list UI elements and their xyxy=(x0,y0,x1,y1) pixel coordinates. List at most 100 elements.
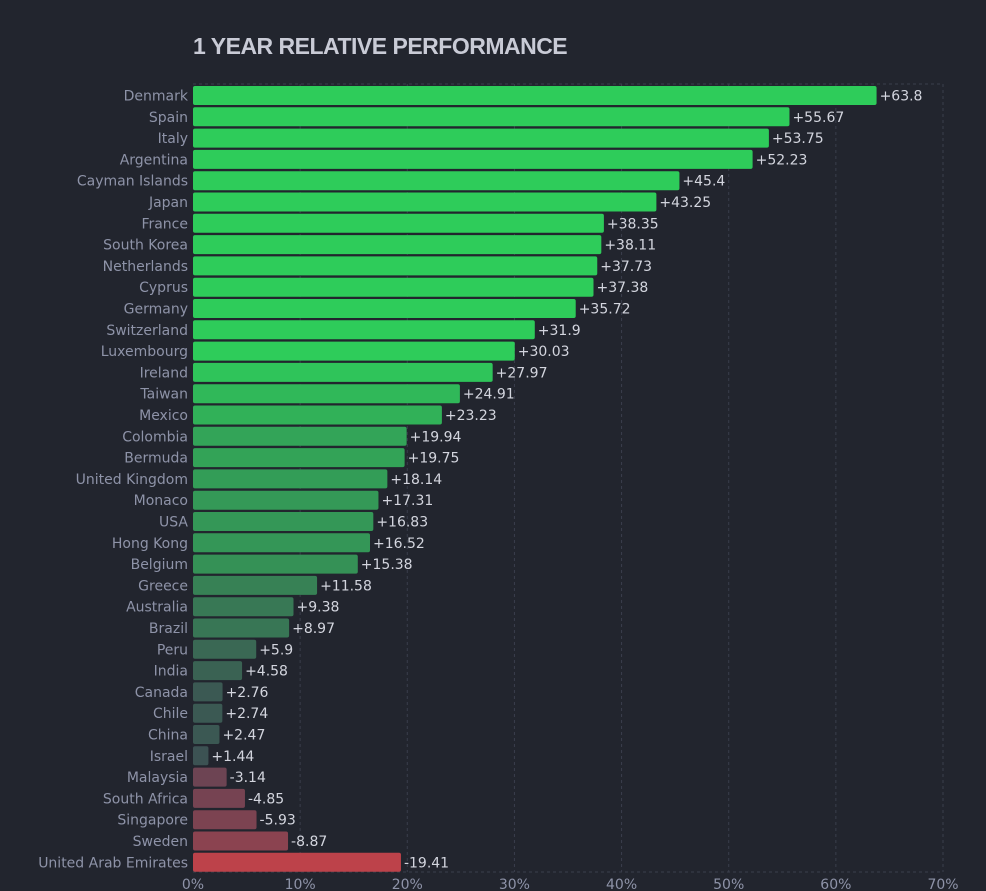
bar xyxy=(193,299,576,318)
value-label: +16.83 xyxy=(376,515,428,531)
category-label: Belgium xyxy=(131,557,188,573)
bar xyxy=(193,469,388,489)
bar xyxy=(193,512,374,531)
value-label: +4.58 xyxy=(245,664,288,680)
x-tick-label: 60% xyxy=(820,877,851,891)
bar xyxy=(193,810,257,830)
value-label: +52.23 xyxy=(756,152,808,168)
category-label: Peru xyxy=(157,642,188,658)
value-label: +2.74 xyxy=(225,706,268,722)
bar xyxy=(193,661,243,681)
value-label: +30.03 xyxy=(518,344,570,360)
category-label: Switzerland xyxy=(106,323,188,339)
x-tick-label: 20% xyxy=(392,877,423,891)
category-label: France xyxy=(141,216,188,232)
category-label: Taiwan xyxy=(139,387,188,403)
bar xyxy=(193,149,753,169)
value-label: +8.97 xyxy=(292,621,335,637)
bar xyxy=(193,448,405,468)
value-label: +38.11 xyxy=(604,238,656,254)
bar xyxy=(193,575,318,595)
value-label: +18.14 xyxy=(390,472,442,488)
category-label: United Kingdom xyxy=(76,472,188,488)
bar xyxy=(193,405,442,425)
value-label: +2.76 xyxy=(226,685,269,701)
value-label: +1.44 xyxy=(211,749,254,765)
bar-layer xyxy=(193,86,877,872)
category-label: Luxembourg xyxy=(101,344,188,360)
value-label: -8.87 xyxy=(291,834,327,850)
bar xyxy=(193,788,245,808)
bar xyxy=(193,341,515,361)
category-label: Cayman Islands xyxy=(77,174,188,190)
category-label: USA xyxy=(159,515,188,531)
category-label: Israel xyxy=(150,749,188,765)
bar xyxy=(193,192,657,212)
value-label: +35.72 xyxy=(579,302,631,318)
value-label: +55.67 xyxy=(792,110,844,126)
category-label: South Africa xyxy=(103,791,188,807)
x-axis: 0% 10% 20% 30% 40% 50% 60% 70% xyxy=(182,877,959,891)
category-label: Greece xyxy=(138,578,188,594)
value-label: -19.41 xyxy=(404,855,449,871)
bar xyxy=(193,128,769,148)
value-label: +9.38 xyxy=(297,600,340,616)
category-label: Chile xyxy=(153,706,188,722)
category-label: Germany xyxy=(124,302,188,318)
value-label: +31.9 xyxy=(538,323,581,339)
value-label: +16.52 xyxy=(373,536,425,552)
category-label: Canada xyxy=(135,685,188,701)
category-label: Australia xyxy=(126,600,188,616)
value-label: +53.75 xyxy=(772,131,824,147)
value-label: +45.4 xyxy=(682,174,725,190)
value-label: +2.47 xyxy=(222,728,265,744)
category-label: Malaysia xyxy=(127,770,188,786)
bar xyxy=(193,639,257,659)
value-label: +37.38 xyxy=(597,280,649,296)
label-layer: Denmark +63.8 Spain +55.67 Italy +53.75 Argent… xyxy=(38,89,922,872)
category-label: Brazil xyxy=(149,621,188,637)
bar xyxy=(193,852,401,872)
value-label: +19.94 xyxy=(410,429,462,445)
bar xyxy=(193,725,220,744)
category-label: Hong Kong xyxy=(112,536,188,552)
value-label: +63.8 xyxy=(880,89,923,105)
value-label: +43.25 xyxy=(659,195,711,211)
bar xyxy=(193,171,680,191)
bar xyxy=(193,277,594,297)
bar xyxy=(193,746,209,766)
grid-layer xyxy=(193,83,944,873)
value-label: +19.75 xyxy=(408,451,460,467)
bar xyxy=(193,235,602,255)
value-label: +38.35 xyxy=(607,216,659,232)
bar xyxy=(193,831,289,851)
bar xyxy=(193,213,604,233)
category-label: Denmark xyxy=(124,89,189,105)
category-label: Netherlands xyxy=(103,259,188,275)
x-tick-label: 50% xyxy=(713,877,744,891)
x-tick-label: 40% xyxy=(606,877,637,891)
x-tick-label: 30% xyxy=(499,877,530,891)
category-label: Japan xyxy=(148,195,188,211)
category-label: Cyprus xyxy=(139,280,188,296)
bar xyxy=(193,767,227,787)
value-label: +24.91 xyxy=(463,387,515,403)
x-tick-label: 10% xyxy=(285,877,316,891)
bar xyxy=(193,86,877,105)
chart-title: 1 YEAR RELATIVE PERFORMANCE xyxy=(193,33,568,59)
category-label: Sweden xyxy=(133,834,188,850)
category-label: China xyxy=(148,728,188,744)
x-tick-label: 0% xyxy=(182,877,204,891)
value-label: +17.31 xyxy=(381,493,433,509)
value-label: +5.9 xyxy=(259,642,293,658)
value-label: +23.23 xyxy=(445,408,497,424)
bar xyxy=(193,256,598,276)
category-label: Spain xyxy=(149,110,188,126)
x-tick-label: 70% xyxy=(927,877,958,891)
bar xyxy=(193,107,790,127)
bar xyxy=(193,703,223,723)
category-label: Italy xyxy=(158,131,188,147)
category-label: Colombia xyxy=(122,429,188,445)
category-label: Bermuda xyxy=(124,451,188,467)
category-label: Argentina xyxy=(120,152,188,168)
